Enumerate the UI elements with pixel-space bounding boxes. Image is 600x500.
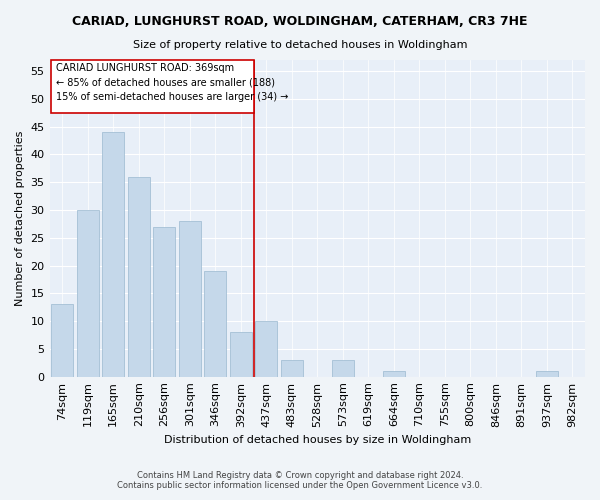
Bar [230,332,251,376]
Text: CARIAD, LUNGHURST ROAD, WOLDINGHAM, CATERHAM, CR3 7HE: CARIAD, LUNGHURST ROAD, WOLDINGHAM, CATE… [72,15,528,28]
Bar [205,271,226,376]
Y-axis label: Number of detached properties: Number of detached properties [15,130,25,306]
Bar [281,360,302,376]
Bar [536,371,557,376]
Bar [128,176,149,376]
Bar [52,304,73,376]
Text: Size of property relative to detached houses in Woldingham: Size of property relative to detached ho… [133,40,467,50]
Text: ← 85% of detached houses are smaller (188): ← 85% of detached houses are smaller (18… [56,78,275,88]
Bar [103,132,124,376]
Bar [256,321,277,376]
Bar [332,360,353,376]
Bar [179,221,200,376]
X-axis label: Distribution of detached houses by size in Woldingham: Distribution of detached houses by size … [164,435,471,445]
Bar [154,226,175,376]
Bar [383,371,404,376]
Text: Contains HM Land Registry data © Crown copyright and database right 2024.
Contai: Contains HM Land Registry data © Crown c… [118,470,482,490]
Text: 15% of semi-detached houses are larger (34) →: 15% of semi-detached houses are larger (… [56,92,288,102]
FancyBboxPatch shape [51,60,254,113]
Bar [77,210,98,376]
Text: CARIAD LUNGHURST ROAD: 369sqm: CARIAD LUNGHURST ROAD: 369sqm [56,64,234,74]
